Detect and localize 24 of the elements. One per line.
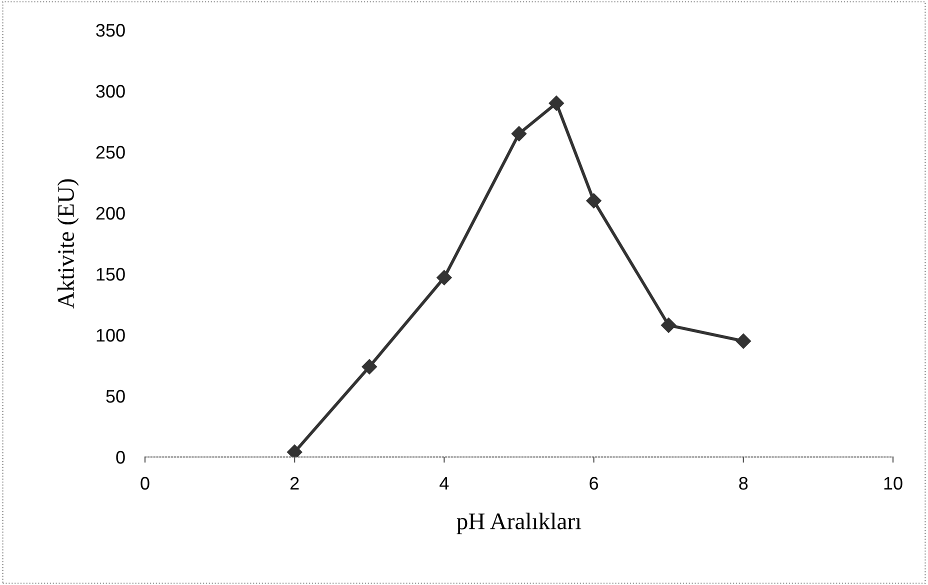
x-tick-label: 0: [140, 476, 150, 490]
x-tick-label: 4: [440, 477, 449, 490]
y-tick-label: 350: [96, 24, 125, 37]
x-tick-label: 8: [739, 476, 748, 490]
y-tick-label: 250: [96, 146, 125, 159]
point: [661, 318, 676, 333]
y-tick-label: 50: [106, 390, 125, 403]
y-tick-label: 300: [96, 84, 125, 98]
y-tick-label: 100: [96, 328, 125, 342]
y-tick-label: 200: [96, 206, 125, 220]
x-tick-label: 2: [290, 476, 299, 490]
y-tick-label: 150: [96, 268, 125, 281]
x-tick-label: 10: [884, 476, 902, 490]
point: [287, 444, 302, 457]
y-axis-title: Aktivite (EU): [57, 179, 79, 309]
point: [362, 359, 377, 374]
point: [586, 193, 602, 208]
point: [548, 96, 564, 111]
point: [511, 126, 527, 142]
point: [736, 334, 751, 349]
x-axis-title: pH Aralıkları: [456, 512, 582, 534]
x-tick-label: 6: [590, 476, 598, 490]
y-tick-label: 0: [116, 450, 125, 464]
point: [436, 270, 452, 286]
